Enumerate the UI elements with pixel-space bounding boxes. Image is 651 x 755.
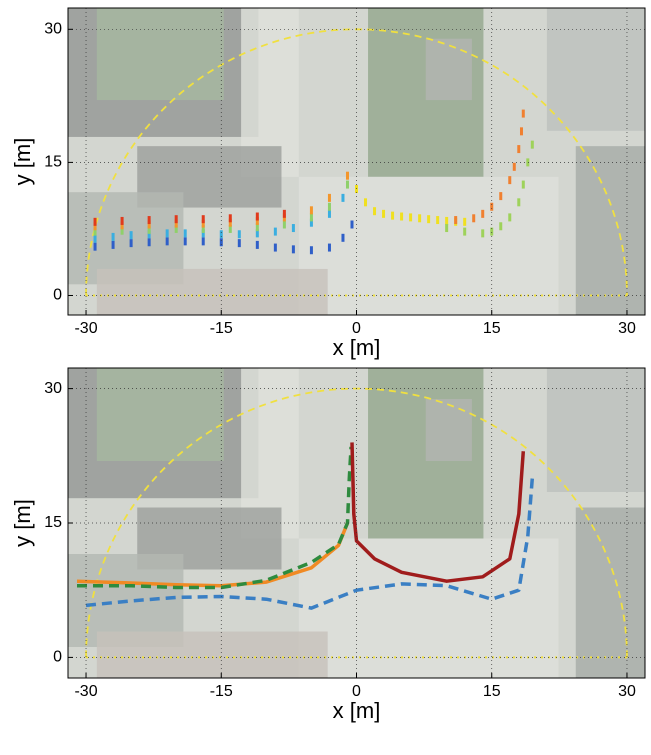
point — [166, 237, 169, 245]
point — [328, 194, 331, 202]
point — [256, 241, 259, 249]
point — [130, 239, 133, 247]
point — [508, 213, 511, 221]
x-tick-label: -30 — [74, 683, 97, 700]
point — [220, 230, 223, 238]
point — [409, 213, 412, 221]
point — [531, 141, 534, 149]
point — [148, 238, 151, 246]
point — [508, 176, 511, 184]
point — [346, 172, 349, 180]
point — [341, 234, 344, 242]
x-tick-label: -15 — [210, 320, 233, 337]
point — [292, 224, 295, 232]
point — [274, 228, 277, 236]
point — [481, 210, 484, 218]
point — [499, 222, 502, 230]
point — [454, 216, 457, 224]
point — [292, 245, 295, 253]
point — [445, 217, 448, 225]
y-tick-label: 30 — [44, 380, 62, 397]
point — [328, 244, 331, 252]
x-axis-label: x [m] — [333, 335, 381, 360]
x-tick-label: -15 — [210, 683, 233, 700]
point — [310, 246, 313, 254]
point — [256, 213, 259, 221]
y-tick-label: 0 — [53, 287, 62, 304]
x-tick-label: 15 — [483, 320, 501, 337]
point — [346, 181, 349, 189]
x-tick-label: 15 — [483, 683, 501, 700]
point — [427, 215, 430, 223]
point — [400, 213, 403, 221]
point — [517, 198, 520, 206]
point — [463, 218, 466, 226]
y-axis-label: y [m] — [10, 499, 35, 547]
point — [445, 224, 448, 232]
point — [112, 241, 115, 249]
point — [274, 244, 277, 252]
point — [238, 239, 241, 247]
point — [341, 194, 344, 202]
point — [522, 181, 525, 189]
x-tick-label: 30 — [618, 320, 636, 337]
point — [490, 203, 493, 211]
point — [121, 217, 124, 225]
y-axis-label: y [m] — [10, 138, 35, 186]
y-tick-label: 0 — [53, 649, 62, 666]
point — [283, 210, 286, 218]
figure: -30-150153001530x [m]y [m]-30-1501530015… — [0, 0, 651, 755]
point — [350, 220, 353, 228]
point — [166, 229, 169, 237]
point — [391, 212, 394, 220]
y-tick-label: 15 — [44, 154, 62, 171]
point — [517, 145, 520, 153]
point — [184, 229, 187, 237]
point — [522, 110, 525, 118]
point — [382, 210, 385, 218]
y-tick-label: 30 — [44, 21, 62, 38]
point — [202, 215, 205, 223]
point — [202, 237, 205, 245]
point — [94, 235, 97, 243]
point — [148, 216, 151, 224]
point — [481, 229, 484, 237]
point — [238, 230, 241, 238]
point — [513, 163, 516, 171]
point — [175, 215, 178, 223]
point — [328, 210, 331, 218]
point — [112, 233, 115, 241]
x-tick-label: 30 — [618, 683, 636, 700]
x-axis-label: x [m] — [333, 698, 381, 723]
point — [229, 214, 232, 222]
point — [472, 214, 475, 222]
point — [373, 207, 376, 215]
point — [94, 218, 97, 226]
point — [499, 192, 502, 200]
point — [283, 220, 286, 228]
y-tick-label: 15 — [44, 514, 62, 531]
point — [328, 203, 331, 211]
point — [130, 231, 133, 239]
point — [310, 206, 313, 214]
x-tick-label: -30 — [74, 320, 97, 337]
point — [463, 228, 466, 236]
point — [310, 213, 313, 221]
point — [184, 237, 187, 245]
point — [418, 214, 421, 222]
point — [94, 243, 97, 251]
point — [520, 127, 523, 135]
point — [436, 216, 439, 224]
point — [220, 238, 223, 246]
point — [364, 198, 367, 206]
point — [355, 185, 358, 193]
